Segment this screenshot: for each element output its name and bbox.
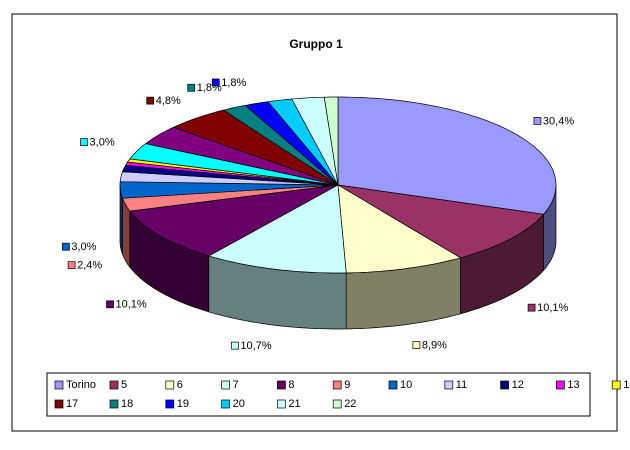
legend-label: Torino xyxy=(66,379,96,391)
legend-marker xyxy=(54,380,64,390)
slice xyxy=(119,181,339,199)
legend-label: 20 xyxy=(233,398,245,410)
legend-marker xyxy=(109,380,119,390)
slice xyxy=(222,105,339,186)
slice xyxy=(337,96,557,215)
slice xyxy=(207,184,347,274)
slice xyxy=(144,126,339,186)
label-marker xyxy=(527,303,536,312)
legend-marker xyxy=(332,399,342,409)
legend-marker xyxy=(611,380,621,390)
legend-label: 17 xyxy=(66,398,78,410)
slice xyxy=(172,109,339,186)
legend-label: 14 xyxy=(623,379,630,391)
legend-label: 13 xyxy=(567,379,579,391)
legend-marker xyxy=(109,399,119,409)
data-label: 10,1% xyxy=(116,299,147,311)
slice xyxy=(337,184,545,259)
legend-marker xyxy=(165,399,175,409)
legend-label: 22 xyxy=(344,398,356,410)
chart-title: Gruppo 1 xyxy=(289,37,343,51)
legend-marker xyxy=(500,380,509,390)
legend-marker xyxy=(221,380,230,390)
legend-label: 11 xyxy=(456,379,467,391)
data-label: 1,8% xyxy=(221,77,246,89)
legend-marker xyxy=(165,380,175,390)
legend-label: 12 xyxy=(512,379,524,391)
data-label: 4,8% xyxy=(156,95,181,107)
legend-marker xyxy=(556,380,565,390)
legend-marker xyxy=(277,380,286,390)
legend-marker xyxy=(444,380,454,390)
legend-label: 9 xyxy=(344,379,350,391)
legend-label: 7 xyxy=(233,379,239,391)
slice xyxy=(122,184,339,212)
legend-label: 5 xyxy=(121,379,127,391)
label-marker xyxy=(146,96,155,105)
label-marker xyxy=(211,78,220,87)
legend-label: 18 xyxy=(121,398,133,410)
data-label: 10,1% xyxy=(537,302,568,314)
data-label: 2,4% xyxy=(77,260,102,272)
legend-marker xyxy=(388,380,398,390)
label-marker xyxy=(187,83,196,92)
label-marker xyxy=(80,138,88,146)
legend-box xyxy=(46,372,591,417)
legend-marker xyxy=(277,399,286,409)
slice xyxy=(244,101,339,186)
label-marker xyxy=(106,300,114,309)
data-label: 10,7% xyxy=(240,340,271,352)
data-label: 30,4% xyxy=(543,115,574,127)
label-marker xyxy=(231,341,239,350)
legend-label: 21 xyxy=(288,398,300,410)
label-marker xyxy=(67,261,76,270)
legend-label: 8 xyxy=(288,379,294,391)
slice xyxy=(337,184,462,274)
data-label: 3,0% xyxy=(90,136,115,148)
legend-label: 19 xyxy=(177,398,189,410)
label-marker xyxy=(533,117,542,125)
legend-marker xyxy=(54,399,64,409)
label-marker xyxy=(62,242,70,251)
slice xyxy=(267,98,339,186)
slice xyxy=(291,96,339,186)
legend-label: 6 xyxy=(177,379,183,391)
data-label: 8,9% xyxy=(422,339,447,351)
legend-marker xyxy=(332,380,342,390)
slice xyxy=(323,96,339,186)
slice xyxy=(129,184,339,257)
slice xyxy=(129,143,339,186)
legend-label: 10 xyxy=(400,379,412,391)
data-label: 3,0% xyxy=(71,241,96,253)
label-marker xyxy=(412,341,421,349)
legend-marker xyxy=(221,399,230,409)
